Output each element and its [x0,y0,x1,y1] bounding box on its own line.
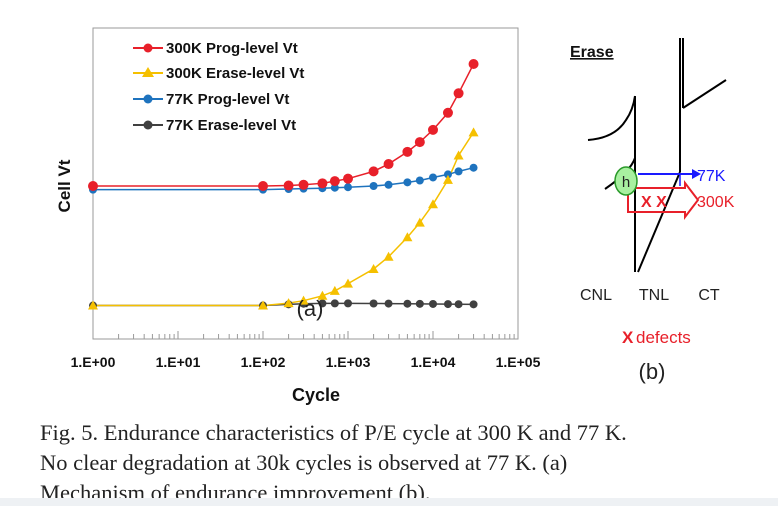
defects-mark: X [622,328,634,347]
data-point [428,124,438,135]
data-point [258,300,268,310]
data-point [344,299,352,308]
data-point [369,299,378,308]
data-point [453,150,464,160]
data-point [383,159,394,170]
data-point [368,263,379,273]
layer-label-tnl: TNL [639,287,669,304]
data-point [442,174,453,184]
series-line [93,131,475,307]
data-point [429,173,437,182]
label-77k: 77K [697,168,726,185]
data-point [283,180,294,191]
data-point [403,178,412,187]
data-point [384,180,393,189]
bottom-edge [0,498,778,506]
trap-layer-slope [682,79,727,109]
diagram-panel-label: (b) [639,359,666,384]
x-minor-ticks [92,331,519,339]
layer-label-ct: CT [698,287,720,304]
data-point [329,285,340,295]
caption-line-1: Fig. 5. Endurance characteristics of P/E… [40,420,627,445]
x-tick-label: 1.E+02 [241,354,286,370]
data-point [330,183,339,192]
data-point [317,290,328,300]
data-point [429,299,437,308]
data-point [415,299,424,308]
data-point [454,300,463,309]
data-point [368,166,379,177]
data-point [88,181,98,191]
arrow-300k [627,180,700,220]
legend-label: 300K Prog-level Vt [166,40,298,57]
data-point [329,176,340,187]
data-point [298,179,309,190]
legend: 300K Prog-level Vt 300K Erase-level Vt 77K… [133,40,304,134]
data-point [428,199,438,209]
data-point [442,107,453,118]
x-tick-label: 1.E+00 [71,354,116,370]
data-point [468,127,479,137]
figure-caption: Fig. 5. Endurance characteristics of P/E… [40,418,752,508]
hole-label: h [622,174,630,191]
data-point [283,298,294,308]
data-point [403,299,412,308]
data-point [383,251,394,261]
defects-label: defects [636,328,691,347]
data-point [453,88,464,99]
diagram-title: Erase [570,44,614,61]
channel-conduction-band [587,95,636,141]
data-point [443,170,452,179]
data-point [384,299,393,308]
data-point [298,295,309,305]
x-tick-label: 1.E+01 [156,354,201,370]
label-300k: 300K [697,194,735,211]
data-point [343,278,353,288]
data-point [468,59,479,69]
y-axis-label: Cell Vt [55,159,74,212]
x-tick-label: 1.E+04 [411,354,456,370]
data-point [369,182,378,190]
layer-label-cnl: CNL [580,287,612,304]
data-point [414,137,425,148]
chart-a: 1.E+00 1.E+01 1.E+02 1.E+03 1.E+04 1.E+05 Cel… [55,27,541,405]
legend-marker [142,67,154,77]
legend-marker [143,120,153,130]
data-point [344,183,352,192]
data-point [343,173,353,184]
data-point [402,146,413,157]
caption-line-2: No clear degradation at 30k cycles is ob… [40,450,568,475]
arrow-77k-head [692,169,701,179]
legend-label: 77K Prog-level Vt [166,91,289,108]
band-diagram-b: Erase 77K X X 300K h CNL TNL CT X defect… [570,38,735,384]
data-point [415,176,424,185]
data-point [88,300,98,310]
hole-icon [614,166,638,196]
data-point [454,167,463,176]
x-tick-label: 1.E+05 [496,354,541,370]
x-tick-label: 1.E+03 [326,354,371,370]
data-point [318,299,327,308]
series-points [88,59,479,310]
data-point [330,299,339,308]
data-point [317,178,328,189]
data-point [469,300,478,309]
legend-marker [143,43,153,53]
chart-panel-label: (a) [297,296,324,321]
data-point [469,163,478,172]
data-point [443,300,452,309]
defect-marks: X X [641,194,667,211]
legend-label: 300K Erase-level Vt [166,65,304,82]
legend-label: 77K Erase-level Vt [166,117,296,134]
legend-marker [143,94,153,104]
x-axis-label: Cycle [292,385,340,405]
data-point [402,232,413,242]
x-tick-labels: 1.E+00 1.E+01 1.E+02 1.E+03 1.E+04 1.E+05 [71,354,541,370]
data-point [258,181,268,191]
data-point [414,217,425,227]
